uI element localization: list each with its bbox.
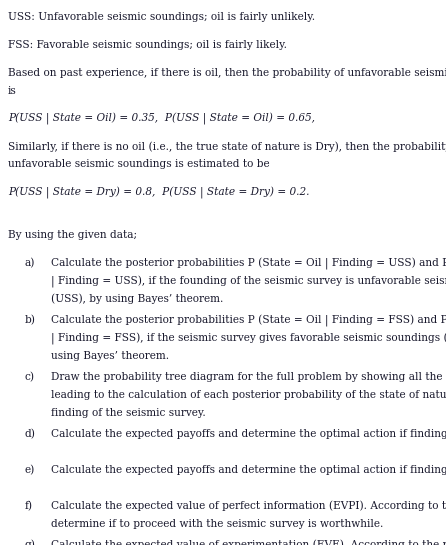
Text: finding of the seismic survey.: finding of the seismic survey. — [51, 408, 206, 417]
Text: (USS), by using Bayes’ theorem.: (USS), by using Bayes’ theorem. — [51, 294, 223, 304]
Text: Based on past experience, if there is oil, then the probability of unfavorable s: Based on past experience, if there is oi… — [8, 68, 446, 77]
Text: P(USS | State = Dry) = 0.8,  P(USS | State = Dry) = 0.2.: P(USS | State = Dry) = 0.8, P(USS | Stat… — [8, 187, 310, 199]
Text: unfavorable seismic soundings is estimated to be: unfavorable seismic soundings is estimat… — [8, 159, 270, 169]
Text: g): g) — [25, 540, 35, 545]
Text: Calculate the expected payoffs and determine the optimal action if finding is US: Calculate the expected payoffs and deter… — [51, 428, 446, 439]
Text: | Finding = USS), if the founding of the seismic survey is unfavorable seismic s: | Finding = USS), if the founding of the… — [51, 276, 446, 288]
Text: FSS: Favorable seismic soundings; oil is fairly likely.: FSS: Favorable seismic soundings; oil is… — [8, 40, 287, 50]
Text: a): a) — [25, 258, 35, 268]
Text: Calculate the expected value of experimentation (EVE). According to the result,: Calculate the expected value of experime… — [51, 540, 446, 545]
Text: Calculate the expected payoffs and determine the optimal action if finding is FS: Calculate the expected payoffs and deter… — [51, 465, 446, 475]
Text: is: is — [8, 86, 17, 95]
Text: USS: Unfavorable seismic soundings; oil is fairly unlikely.: USS: Unfavorable seismic soundings; oil … — [8, 12, 315, 22]
Text: P(USS | State = Oil) = 0.35,  P(USS | State = Oil) = 0.65,: P(USS | State = Oil) = 0.35, P(USS | Sta… — [8, 113, 315, 125]
Text: d): d) — [25, 428, 35, 439]
Text: Calculate the posterior probabilities P (State = Oil | Finding = FSS) and P (Sta: Calculate the posterior probabilities P … — [51, 314, 446, 327]
Text: | Finding = FSS), if the seismic survey gives favorable seismic soundings (FSS),: | Finding = FSS), if the seismic survey … — [51, 332, 446, 345]
Text: f): f) — [25, 501, 33, 511]
Text: Draw the probability tree diagram for the full problem by showing all the probab: Draw the probability tree diagram for th… — [51, 372, 446, 382]
Text: By using the given data;: By using the given data; — [8, 230, 137, 240]
Text: Calculate the posterior probabilities P (State = Oil | Finding = USS) and P (Sta: Calculate the posterior probabilities P … — [51, 258, 446, 270]
Text: using Bayes’ theorem.: using Bayes’ theorem. — [51, 350, 169, 361]
Text: leading to the calculation of each posterior probability of the state of nature : leading to the calculation of each poste… — [51, 390, 446, 399]
Text: e): e) — [25, 465, 35, 475]
Text: c): c) — [25, 372, 34, 382]
Text: b): b) — [25, 314, 35, 325]
Text: Similarly, if there is no oil (i.e., the true state of nature is Dry), then the : Similarly, if there is no oil (i.e., the… — [8, 141, 446, 152]
Text: determine if to proceed with the seismic survey is worthwhile.: determine if to proceed with the seismic… — [51, 519, 384, 529]
Text: Calculate the expected value of perfect information (EVPI). According to the res: Calculate the expected value of perfect … — [51, 501, 446, 512]
